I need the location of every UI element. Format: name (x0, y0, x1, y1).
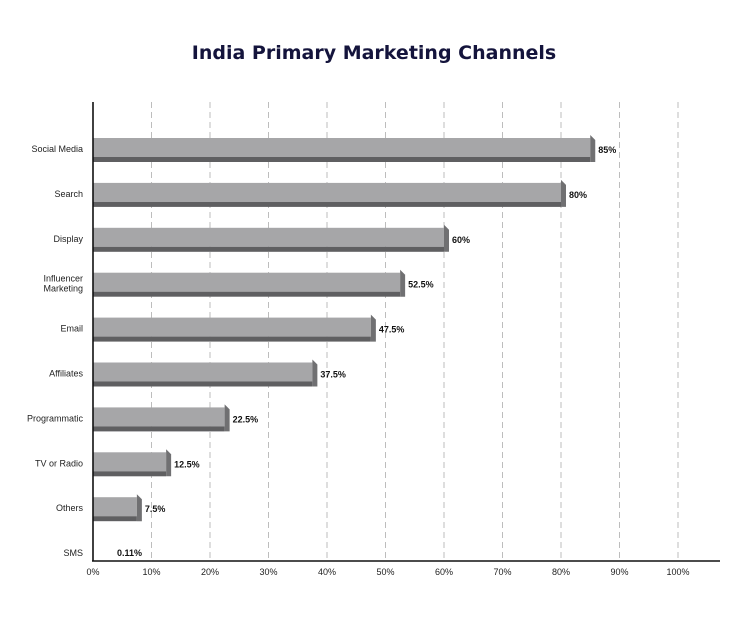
bar-face (93, 362, 313, 382)
bar-face (93, 497, 137, 517)
bar-face (93, 272, 401, 292)
bar-end (444, 224, 449, 252)
bar-end (312, 359, 318, 387)
bar (93, 404, 230, 432)
value-label: 7.5% (145, 504, 166, 514)
x-tick-label: 40% (318, 567, 336, 577)
x-tick-labels: 0% 10% 20% 30% 40% 50% 60% 70% 80% 90% 100% (86, 567, 689, 577)
bar (93, 224, 449, 252)
category-label: Affiliates (49, 369, 83, 379)
value-label: 0.11% (117, 548, 142, 558)
bar-face (93, 407, 225, 427)
value-label: 60% (452, 235, 470, 245)
bar (93, 179, 566, 207)
bar-shadow (93, 516, 137, 522)
value-label: 12.5% (174, 459, 200, 469)
category-label: SMS (63, 548, 83, 558)
x-tick-label: 70% (493, 567, 511, 577)
bar-end (136, 494, 142, 522)
bar-end (370, 314, 376, 342)
bar-face (93, 182, 561, 202)
value-label: 85% (598, 145, 616, 155)
value-labels: 85% 80% 60% 52.5% 47.5% 37.5% 22.5% 12.5% 7.5% 0.… (117, 145, 616, 558)
bar-end (166, 449, 172, 477)
bar (93, 494, 142, 522)
category-label: Display (53, 234, 83, 244)
value-label: 47.5% (379, 325, 405, 335)
x-tick-label: 60% (435, 567, 453, 577)
bar-end (224, 404, 230, 432)
value-label: 22.5% (233, 414, 259, 424)
category-label: TV or Radio (35, 458, 83, 468)
bars (93, 135, 596, 522)
bar-shadow (93, 201, 561, 207)
category-labels: Social Media Search Display Influencer Marke… (27, 144, 84, 558)
bar-end (590, 135, 596, 162)
bar-face (93, 138, 591, 157)
x-tick-label: 20% (201, 567, 219, 577)
chart-title: India Primary Marketing Channels (192, 42, 556, 64)
grid-lines (151, 102, 679, 561)
category-label: Programmatic (27, 413, 84, 423)
category-label: Social Media (31, 144, 83, 154)
bar-shadow (93, 291, 401, 297)
bar-shadow (93, 336, 371, 342)
bar-shadow (93, 381, 313, 387)
bar-end (561, 179, 566, 207)
bar-shadow (93, 471, 167, 477)
category-label: Email (60, 324, 83, 334)
x-tick-label: 100% (666, 567, 689, 577)
bar (93, 359, 318, 387)
bar (93, 135, 596, 162)
x-tick-label: 50% (376, 567, 394, 577)
x-tick-label: 0% (86, 567, 99, 577)
bar-shadow (93, 157, 591, 162)
bar-face (93, 317, 371, 337)
bar-shadow (93, 426, 225, 432)
value-label: 37.5% (320, 370, 346, 380)
x-tick-label: 90% (610, 567, 628, 577)
bar-face (93, 227, 444, 247)
value-label: 80% (569, 190, 587, 200)
bar-shadow (93, 246, 444, 252)
value-label: 52.5% (408, 280, 434, 290)
category-label: Influencer Marketing (43, 274, 83, 294)
bar-end (400, 269, 406, 297)
bar (93, 269, 406, 297)
bar (93, 449, 172, 477)
x-tick-label: 80% (552, 567, 570, 577)
category-label: Others (56, 503, 84, 513)
x-tick-label: 30% (259, 567, 277, 577)
x-tick-label: 10% (142, 567, 160, 577)
category-label: Search (54, 189, 83, 199)
bar-face (93, 452, 167, 472)
bar (93, 314, 376, 342)
